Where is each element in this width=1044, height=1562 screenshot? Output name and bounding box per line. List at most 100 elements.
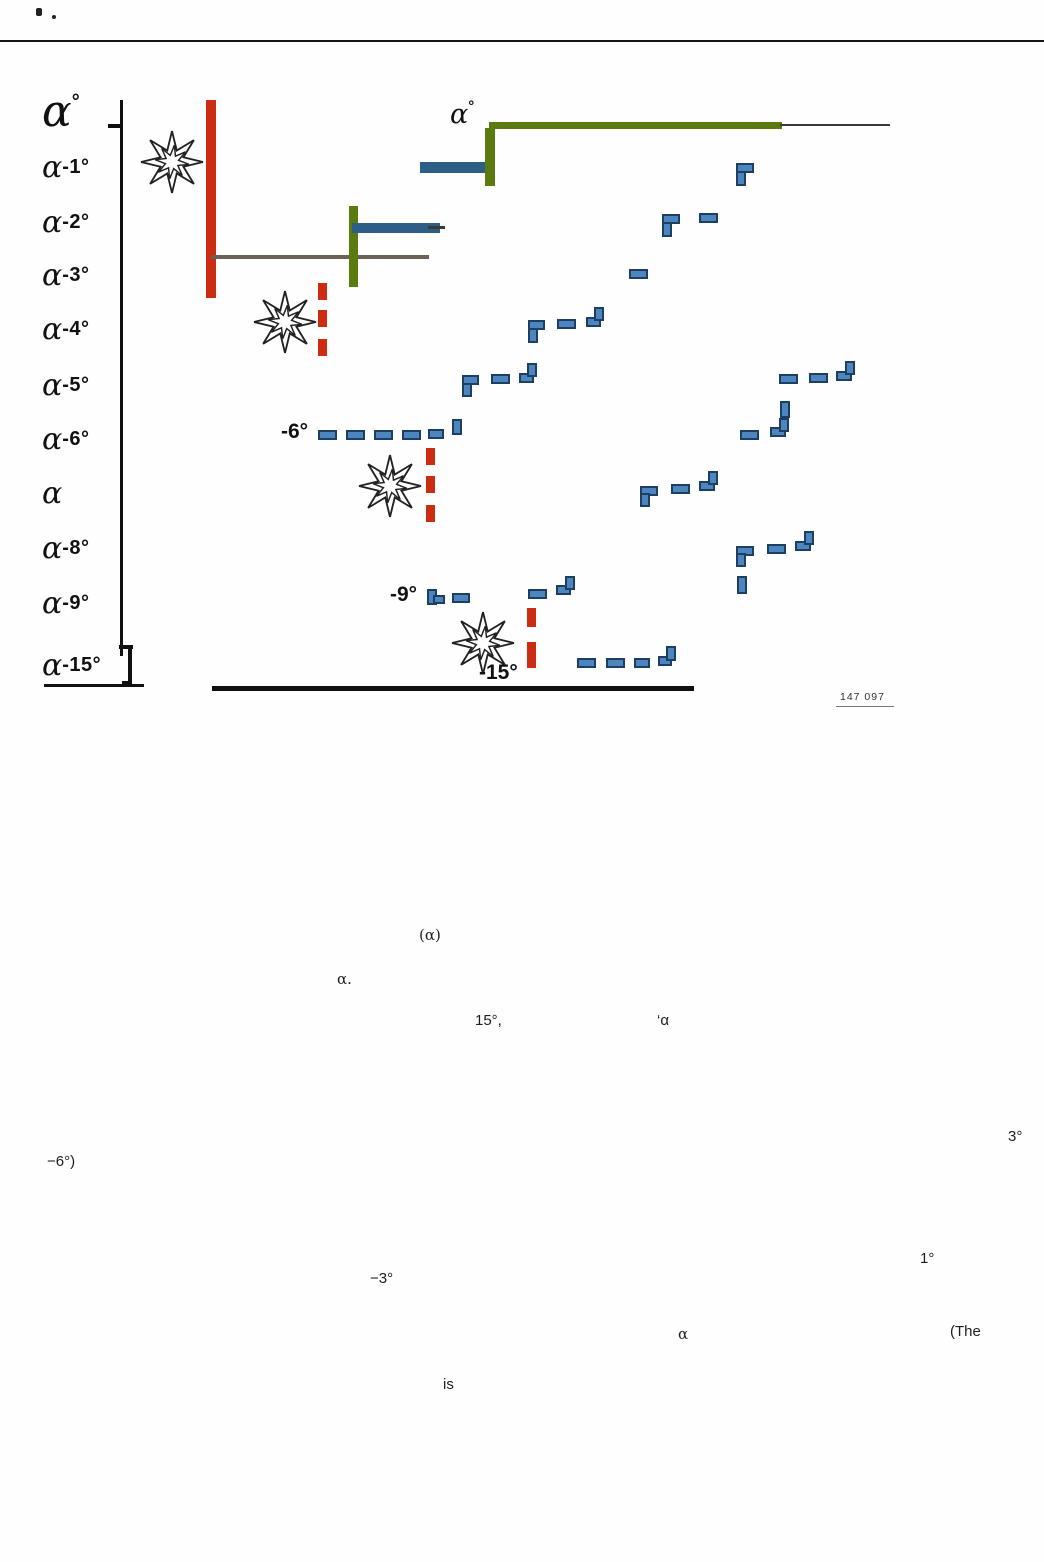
text-fragment: α [678,1325,689,1343]
axis-label-suffix: -6° [62,428,90,450]
thin-dark-line-1 [428,226,445,229]
steel-horizontal-line-1 [352,223,440,233]
alpha-symbol: α [42,422,63,457]
blue-dash-segment [640,493,650,507]
blue-dash-segment [736,171,746,186]
blue-dash-segment [671,484,690,494]
gray-horizontal-line [211,255,429,259]
axis-label-alpha-7: α [42,476,62,511]
text-fragment: is [443,1376,454,1393]
text-fragment: (α) [419,926,441,944]
axis-label-alpha-5: α-5° [42,368,90,403]
axis-label-alpha-1: α-1° [42,150,90,185]
blue-dash-segment [666,646,676,661]
scan-artifact [52,15,56,19]
axis-label-alpha: α° [42,86,80,137]
curve-label-alpha: α° [450,98,474,130]
figure-number-rule [836,706,894,707]
blue-dash-segment [708,471,718,485]
axis-vertical-line [120,100,123,656]
axis-label-alpha-2: α-2° [42,205,90,240]
alpha-symbol: α [42,648,63,683]
alpha-symbol: α [42,531,63,566]
axis-label-suffix: -3° [62,264,90,286]
axis-label-suffix: -1° [62,156,90,178]
blue-dash-segment [767,544,786,554]
axis-label-suffix: -9° [62,592,90,614]
text-fragment: α. [337,970,352,988]
blue-dash-segment [577,658,596,668]
blue-dash-segment [374,430,393,440]
thin-dark-line-right [780,124,890,126]
blue-dash-segment [779,374,798,384]
blue-dash-segment [433,595,445,604]
text-fragment: 1° [920,1250,935,1267]
blue-dash-segment [634,658,650,668]
axis-label-suffix: -15° [62,654,102,676]
ibeam-bracket-top [119,645,133,649]
blue-dash-segment [836,371,852,381]
blue-dash-segment [528,589,547,599]
blue-dash-segment [658,656,672,666]
blue-dash-segment [402,430,421,440]
olive-vertical-line-1 [349,206,358,287]
starburst-icon [139,129,205,195]
blue-dash-segment [586,317,601,327]
axis-label-suffix: -2° [62,211,90,233]
blue-dash-segment [346,430,365,440]
blue-dash-segment [527,363,537,377]
blue-dash-segment [736,553,746,567]
blue-dash-segment [737,576,747,594]
alpha-symbol: α [42,312,63,347]
blue-dash-segment [594,307,604,321]
curve-label-suffix: ° [468,98,475,115]
text-fragment: (The [950,1323,981,1340]
red-dash-segment [426,505,435,522]
blue-dash-segment [699,213,718,223]
axis-label-alpha-3: α-3° [42,258,90,293]
steel-horizontal-line-2 [420,162,493,173]
red-dash-segment [426,476,435,493]
text-fragment: 15°, [475,1012,502,1029]
scan-artifact [36,8,42,16]
olive-vertical-line-2 [485,128,495,186]
red-vertical-line [206,100,216,298]
blue-dash-segment [795,541,811,551]
blue-dash-segment [318,430,337,440]
alpha-symbol: α [42,368,63,403]
blue-dash-segment [845,361,855,375]
axis-label-alpha-9: α-9° [42,586,90,621]
red-dash-segment [527,642,536,668]
blue-dash-segment [491,374,510,384]
red-dash-segment [318,339,327,356]
bottom-baseline [212,686,694,691]
figure-number: 147 097 [840,691,885,703]
axis-label-alpha-8: α-8° [42,531,90,566]
text-fragment: −3° [370,1270,394,1287]
blue-dash-segment [462,375,479,385]
text-fragment: ‘α [657,1012,670,1029]
ibeam-bracket-foot [122,681,132,685]
starburst-icon [357,453,423,519]
blue-dash-segment [779,418,789,432]
blue-dash-segment [740,430,759,440]
blue-dash-segment [528,320,545,330]
axis-top-tick [108,124,122,128]
red-dash-segment [318,283,327,300]
blue-dash-segment [428,429,444,439]
annotation-minus-9: -9° [390,583,418,606]
blue-dash-segment [699,481,715,491]
blue-dash-segment [629,269,648,279]
axis-label-suffix: -8° [62,537,90,559]
blue-dash-segment [519,373,534,383]
axis-label-suffix: ° [71,91,81,113]
red-dash-segment [318,310,327,327]
annotation-minus-15: -15° [479,661,518,684]
olive-horizontal-line-top [489,122,782,129]
blue-dash-segment [804,531,814,545]
blue-dash-segment [452,419,462,435]
blue-dash-segment [556,585,571,595]
blue-dash-segment [809,373,828,383]
